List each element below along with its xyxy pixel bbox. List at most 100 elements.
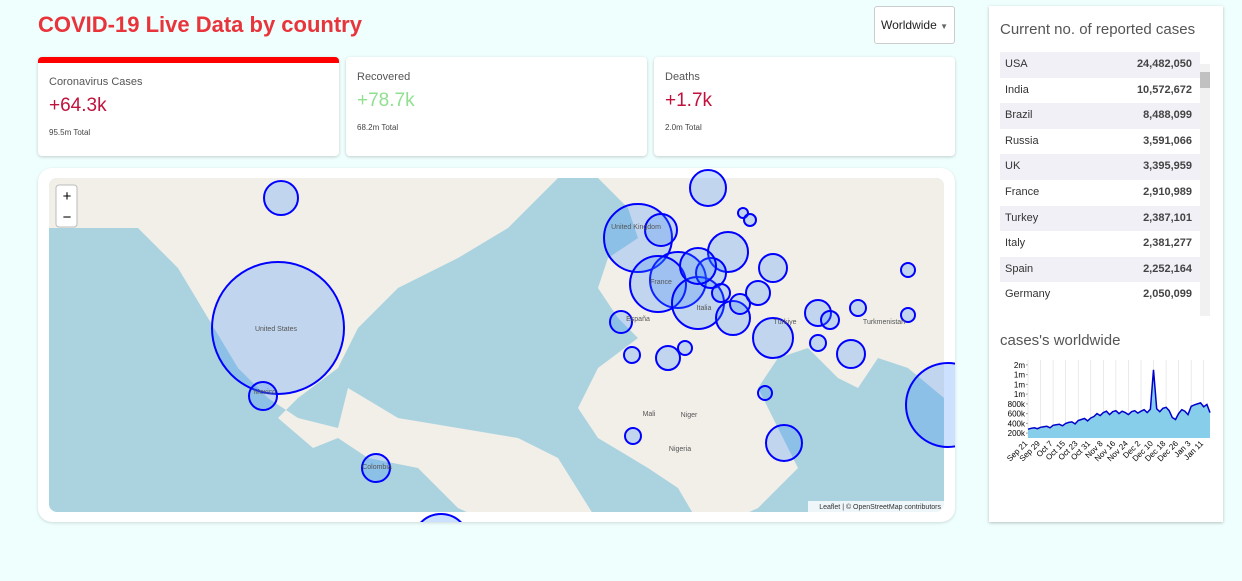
case-circle <box>849 299 867 317</box>
case-circle <box>361 453 391 483</box>
case-count: 2,252,164 <box>1143 262 1192 275</box>
case-circle <box>765 424 803 462</box>
dropdown-label: Worldwide <box>880 18 937 32</box>
case-count: 3,395,959 <box>1143 160 1192 173</box>
case-circle <box>677 340 693 356</box>
case-circle <box>211 261 345 395</box>
map-label: Nigeria <box>669 446 691 453</box>
table-row: India 10,572,672 <box>1000 77 1200 104</box>
case-circle <box>757 385 773 401</box>
card-total: 2.0m Total <box>665 123 702 132</box>
map-label: Mexico <box>254 389 276 396</box>
country-name: Germany <box>1005 288 1051 301</box>
map-label: España <box>626 316 650 323</box>
country-name: Italy <box>1005 237 1026 250</box>
case-circle <box>263 180 299 216</box>
case-circle <box>905 362 955 448</box>
case-circle <box>679 247 717 285</box>
country-name: Spain <box>1005 262 1034 275</box>
y-tick-label: 1m <box>1014 371 1025 380</box>
y-tick-label: 1m <box>1014 390 1025 399</box>
case-circle <box>624 427 642 445</box>
table-title: Current no. of reported cases <box>1000 21 1196 38</box>
country-name: USA <box>1005 58 1028 70</box>
map-container: United States Mexico Colombia Nigeria Mali Ni… <box>38 168 955 522</box>
map-label: Turkmenistan <box>863 319 905 326</box>
land-americas <box>49 178 598 512</box>
map-label: Türkiye <box>774 319 797 326</box>
case-count: 8,488,099 <box>1143 109 1192 122</box>
map-label: United States <box>255 326 298 333</box>
country-name: Brazil <box>1005 109 1033 122</box>
card-value: +64.3k <box>49 95 107 116</box>
case-circle <box>649 251 707 309</box>
y-tick-label: 400k <box>1008 419 1026 428</box>
country-name: Turkey <box>1005 211 1039 224</box>
area <box>1028 369 1210 438</box>
table-row: Germany 2,050,099 <box>1000 282 1200 308</box>
chart-title: cases's worldwide <box>1000 332 1121 349</box>
table-row: France 2,910,989 <box>1000 180 1200 206</box>
case-count: 3,591,066 <box>1143 134 1192 147</box>
y-tick-label: 2m <box>1014 361 1025 370</box>
y-tick-label: 200k <box>1008 429 1026 438</box>
country-name: UK <box>1005 160 1021 173</box>
y-tick-label: 600k <box>1008 410 1026 419</box>
case-count: 10,572,672 <box>1136 83 1192 96</box>
map-label: Colombia <box>362 464 392 471</box>
card-label: Deaths <box>665 71 700 83</box>
country-name: France <box>1005 186 1040 198</box>
case-circle <box>804 299 832 327</box>
scrollbar <box>1200 64 1210 316</box>
table-row: Russia 3,591,066 <box>1000 128 1200 155</box>
line <box>1027 369 1211 430</box>
case-circle <box>711 283 731 303</box>
card-total: 95.5m Total <box>49 128 91 137</box>
table-row: USA 24,482,050 <box>1000 52 1200 78</box>
table-row: Spain 2,252,164 <box>1000 256 1200 283</box>
country-dropdown[interactable]: Worldwide ▼ <box>874 6 955 44</box>
y-tick-label: 800k <box>1008 400 1026 409</box>
attribution-bg <box>808 501 944 512</box>
table-row: Italy 2,381,277 <box>1000 231 1200 257</box>
stat-card[interactable]: Coronavirus Cases +64.3k 95.5m Total <box>38 57 339 156</box>
case-count: 2,050,099 <box>1143 288 1192 301</box>
table-row: UK 3,395,959 <box>1000 154 1200 180</box>
case-circle <box>743 213 757 227</box>
zoom-control <box>55 184 78 228</box>
case-circle <box>609 310 633 334</box>
table-row: Turkey 2,387,101 <box>1000 205 1200 232</box>
case-circle <box>729 293 751 315</box>
case-circle <box>820 310 840 330</box>
table-row: Brazil 8,488,099 <box>1000 103 1200 129</box>
country-name: Russia <box>1005 134 1039 147</box>
case-circle <box>655 345 681 371</box>
case-circle <box>836 339 866 369</box>
map-label: France <box>650 279 672 286</box>
case-count: 2,910,989 <box>1143 186 1192 198</box>
card-label: Coronavirus Cases <box>49 76 143 88</box>
zoom-out[interactable]: − <box>63 209 72 226</box>
map-label: United Kingdom <box>611 224 661 231</box>
card-total: 68.2m Total <box>357 123 399 132</box>
case-count: 24,482,050 <box>1136 58 1192 70</box>
card-value: +78.7k <box>357 90 415 111</box>
side-panel: Current no. of reported cases USA 24,482,… <box>989 6 1223 522</box>
y-tick-label: 1m <box>1014 380 1025 389</box>
stat-card[interactable]: Deaths +1.7k 2.0m Total <box>654 57 955 156</box>
case-circle <box>752 317 794 359</box>
zoom-in[interactable]: + <box>63 188 72 205</box>
map-label: Niger <box>681 412 698 419</box>
case-circle <box>745 280 771 306</box>
case-circle <box>420 513 462 522</box>
page-title: COVID-19 Live Data by country <box>38 12 362 37</box>
card-label: Recovered <box>357 71 411 83</box>
case-circle <box>809 334 827 352</box>
map-label: Mali <box>643 411 656 418</box>
case-circle <box>900 307 916 323</box>
stat-card[interactable]: Recovered +78.7k 68.2m Total <box>346 57 647 156</box>
case-circle <box>623 346 641 364</box>
map-label: Italia <box>697 305 712 312</box>
